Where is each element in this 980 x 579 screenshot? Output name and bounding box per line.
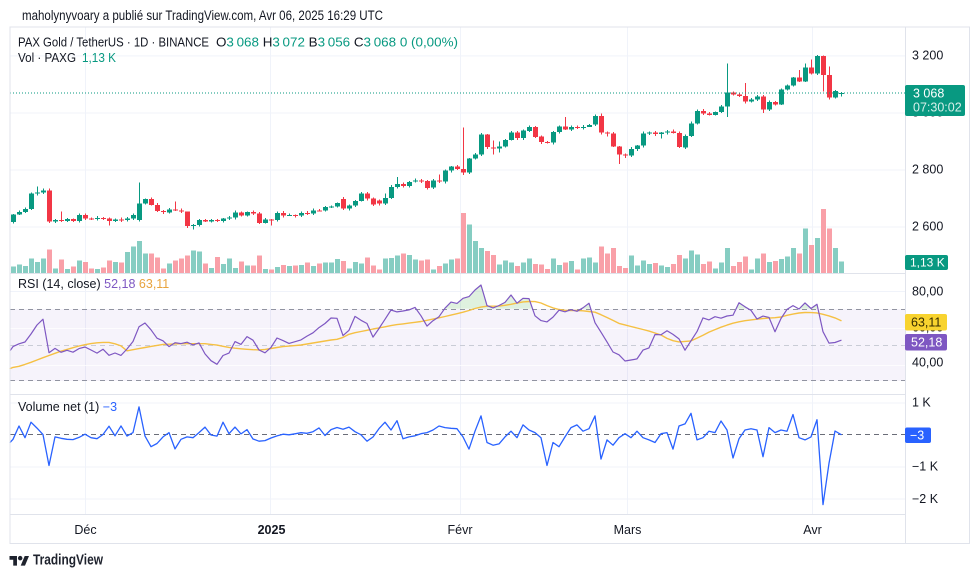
svg-text:63,11: 63,11	[911, 316, 941, 330]
svg-text:Févr: Févr	[448, 523, 473, 537]
svg-text:O3 068 H3 072 B3 056 C3 068 0: O3 068 H3 072 B3 056 C3 068 0 (0,00%)	[216, 36, 458, 50]
svg-text:maholynyvoary a publié sur Tra: maholynyvoary a publié sur TradingView.c…	[22, 8, 383, 23]
svg-text:80,00: 80,00	[912, 285, 943, 299]
svg-text:40,00: 40,00	[912, 356, 943, 370]
svg-text:RSI (14, close) 52,18 63,11: RSI (14, close) 52,18 63,11	[18, 277, 169, 291]
svg-text:Volume net (1) −3: Volume net (1) −3	[18, 400, 117, 414]
svg-text:3 200: 3 200	[912, 49, 943, 63]
svg-text:Avr: Avr	[803, 523, 822, 537]
svg-text:3 068: 3 068	[913, 87, 944, 101]
svg-text:1 K: 1 K	[912, 396, 931, 410]
svg-text:Mars: Mars	[614, 523, 642, 537]
svg-text:Vol · PAXG: Vol · PAXG	[18, 51, 76, 65]
svg-text:52,18: 52,18	[911, 336, 942, 350]
svg-text:2 800: 2 800	[912, 163, 943, 177]
svg-text:Déc: Déc	[74, 523, 96, 537]
svg-text:TradingView: TradingView	[33, 552, 103, 569]
svg-text:2025: 2025	[258, 523, 286, 537]
svg-text:2 600: 2 600	[912, 220, 943, 234]
svg-text:1,13 K: 1,13 K	[82, 51, 117, 65]
svg-text:PAX Gold / TetherUS · 1D · BIN: PAX Gold / TetherUS · 1D · BINANCE	[18, 36, 209, 50]
svg-text:−3: −3	[910, 429, 924, 443]
svg-text:−2 K: −2 K	[912, 492, 939, 506]
svg-text:07:30:02: 07:30:02	[913, 101, 962, 115]
svg-text:−1 K: −1 K	[912, 460, 939, 474]
svg-text:1,13 K: 1,13 K	[910, 256, 945, 270]
